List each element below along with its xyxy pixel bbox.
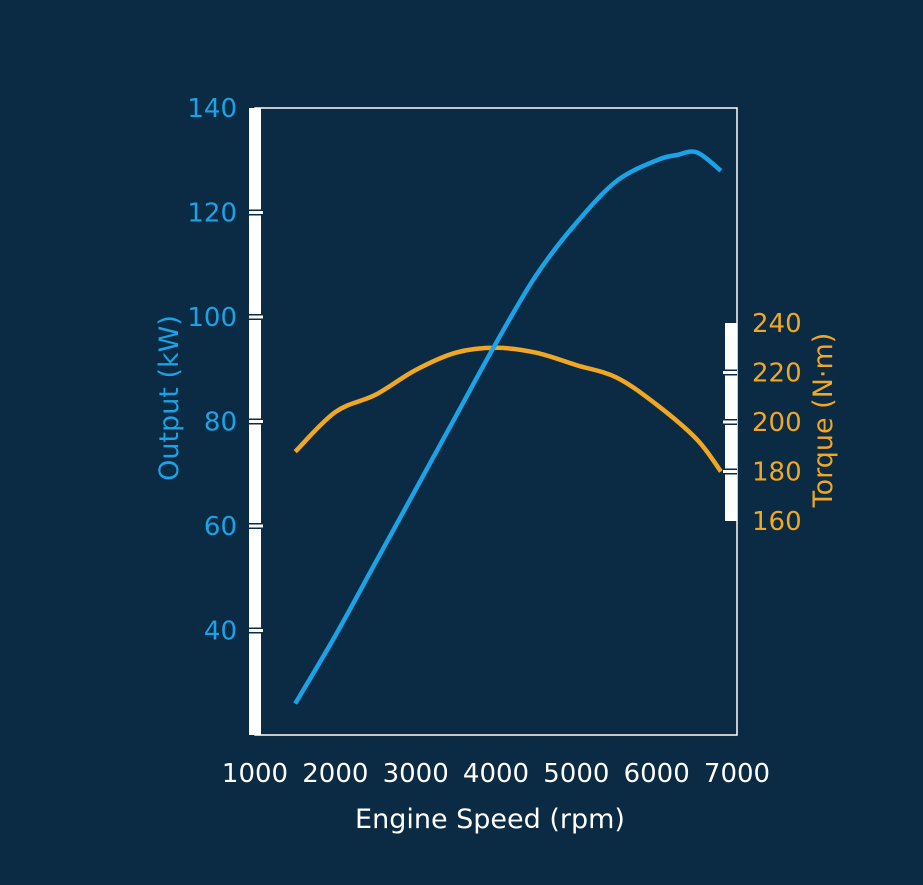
right-axis-label: Torque (N·m) [808, 333, 839, 509]
x-tick-label: 7000 [704, 759, 770, 789]
x-tick-label: 4000 [463, 759, 529, 789]
left-tick-label: 60 [204, 512, 237, 542]
right-tick-label: 160 [752, 507, 802, 537]
right-tick-label: 200 [752, 408, 802, 438]
right-tick-label: 240 [752, 309, 802, 339]
x-tick-label: 5000 [543, 759, 609, 789]
left-axis-label: Output (kW) [154, 315, 185, 481]
x-tick-label: 6000 [624, 759, 690, 789]
output-series-line [293, 149, 723, 705]
left-tick-label: 100 [187, 303, 237, 333]
x-tick-label: 2000 [302, 759, 368, 789]
left-tick-label: 80 [204, 408, 237, 438]
right-tick-label: 220 [752, 359, 802, 389]
x-axis-label: Engine Speed (rpm) [355, 804, 625, 835]
left-tick-label: 40 [204, 617, 237, 647]
left-tick-label: 120 [187, 199, 237, 229]
left-tick-label: 140 [187, 94, 237, 124]
torque-series-line [293, 345, 723, 473]
right-tick-label: 180 [752, 458, 802, 488]
x-tick-label: 1000 [222, 759, 288, 789]
x-tick-label: 3000 [383, 759, 449, 789]
